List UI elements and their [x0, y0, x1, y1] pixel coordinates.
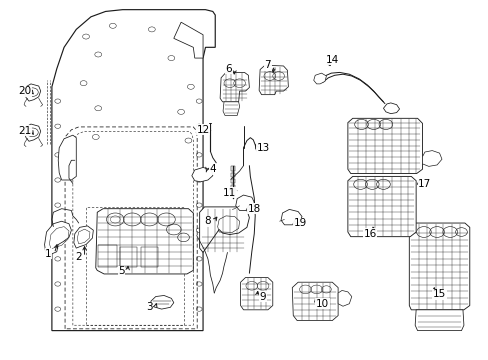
- Polygon shape: [259, 65, 288, 95]
- Polygon shape: [408, 223, 469, 310]
- Polygon shape: [313, 73, 326, 84]
- Text: 17: 17: [417, 179, 430, 189]
- Bar: [141, 247, 158, 267]
- Text: 7: 7: [264, 60, 271, 70]
- Polygon shape: [235, 195, 254, 211]
- Text: 12: 12: [196, 125, 209, 135]
- Polygon shape: [52, 10, 215, 330]
- Bar: [86, 207, 183, 325]
- Text: 18: 18: [247, 204, 260, 214]
- Polygon shape: [24, 124, 41, 141]
- Text: 6: 6: [225, 64, 232, 74]
- Text: 13: 13: [256, 143, 269, 153]
- Polygon shape: [96, 209, 193, 274]
- Polygon shape: [422, 150, 441, 166]
- Polygon shape: [191, 167, 212, 182]
- Text: 15: 15: [432, 289, 445, 299]
- Polygon shape: [347, 176, 415, 237]
- Text: 11: 11: [223, 188, 236, 198]
- Polygon shape: [223, 102, 239, 116]
- Polygon shape: [151, 296, 173, 309]
- Polygon shape: [347, 118, 422, 174]
- Bar: [230, 173, 234, 177]
- Text: 21: 21: [19, 126, 32, 135]
- Bar: [230, 179, 234, 183]
- Polygon shape: [74, 226, 93, 248]
- Bar: [230, 185, 234, 196]
- Polygon shape: [199, 207, 249, 252]
- Text: 5: 5: [118, 266, 124, 276]
- Bar: [230, 166, 234, 171]
- Polygon shape: [173, 22, 203, 58]
- Text: 14: 14: [325, 55, 338, 65]
- Polygon shape: [383, 103, 399, 114]
- Polygon shape: [337, 291, 351, 306]
- Text: 16: 16: [363, 229, 376, 239]
- Text: 20: 20: [19, 86, 32, 96]
- Polygon shape: [24, 84, 41, 101]
- Text: 3: 3: [146, 302, 152, 312]
- Polygon shape: [220, 72, 249, 102]
- Polygon shape: [58, 135, 76, 180]
- Text: 9: 9: [259, 292, 266, 302]
- Text: 10: 10: [315, 299, 328, 309]
- Text: 1: 1: [45, 248, 52, 258]
- Bar: [98, 245, 117, 267]
- Text: 19: 19: [293, 218, 306, 228]
- Text: 2: 2: [75, 252, 82, 262]
- Polygon shape: [44, 221, 71, 255]
- Polygon shape: [281, 210, 302, 225]
- Polygon shape: [240, 278, 272, 310]
- Polygon shape: [414, 310, 463, 330]
- Text: 8: 8: [204, 216, 211, 226]
- Text: 4: 4: [209, 164, 216, 174]
- Polygon shape: [292, 282, 337, 320]
- Polygon shape: [59, 26, 201, 185]
- Bar: [120, 247, 137, 267]
